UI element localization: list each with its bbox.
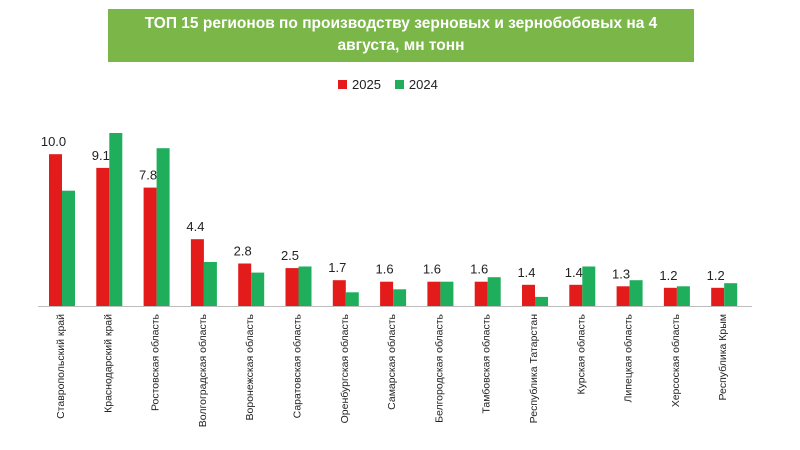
bar-2024-3 bbox=[203, 262, 217, 306]
bar-2024-13 bbox=[676, 286, 690, 306]
x-tick-label-1: Краснодарский край bbox=[102, 314, 114, 413]
bar-2024-0 bbox=[62, 190, 75, 306]
bar-2025-13 bbox=[663, 287, 677, 306]
x-tick-label-4: Воронежская область bbox=[244, 313, 256, 420]
value-label-2025-14: 1.2 bbox=[707, 268, 725, 283]
x-tick-label-2: Ростовская область bbox=[150, 313, 162, 411]
bar-2025-3 bbox=[190, 239, 204, 306]
legend-item-2025: 2025 bbox=[338, 77, 381, 92]
x-tick-label-0: Ставропольский край bbox=[55, 314, 67, 419]
bar-2024-2 bbox=[156, 148, 170, 306]
bar-2024-6 bbox=[345, 292, 359, 306]
value-label-2025-12: 1.3 bbox=[612, 266, 630, 281]
bar-2025-9 bbox=[474, 281, 488, 306]
value-label-2025-5: 2.5 bbox=[281, 248, 299, 263]
bar-2024-4 bbox=[251, 272, 265, 306]
bar-2025-5 bbox=[285, 268, 299, 306]
x-tick-label-11: Курская область bbox=[575, 313, 587, 394]
bar-2025-4 bbox=[238, 263, 252, 306]
legend-swatch-2024 bbox=[394, 79, 404, 89]
x-tick-label-10: Республика Татарстан bbox=[528, 314, 540, 424]
bar-2024-10 bbox=[535, 296, 548, 306]
bar-2024-8 bbox=[440, 281, 454, 306]
value-label-2025-11: 1.4 bbox=[565, 265, 583, 280]
bars-layer bbox=[49, 133, 738, 306]
value-label-2025-0: 10.0 bbox=[41, 134, 66, 149]
x-tick-label-5: Саратовская область bbox=[292, 313, 304, 418]
bar-2025-10 bbox=[522, 284, 535, 306]
bar-2025-14 bbox=[711, 287, 725, 306]
chart-title: ТОП 15 регионов по производству зерновых… bbox=[108, 9, 694, 62]
value-label-2025-1: 9.1 bbox=[92, 148, 110, 163]
bar-2025-0 bbox=[49, 154, 62, 306]
x-tick-label-9: Тамбовская область bbox=[481, 313, 493, 413]
bar-2025-8 bbox=[427, 281, 441, 306]
x-tick-label-14: Республика Крым bbox=[717, 314, 729, 401]
bar-2024-7 bbox=[393, 289, 407, 306]
bar-2025-6 bbox=[332, 280, 346, 306]
bar-2025-11 bbox=[569, 284, 583, 306]
x-tick-label-6: Оренбургская область bbox=[339, 313, 351, 423]
bar-2024-11 bbox=[582, 266, 596, 306]
value-labels-layer: 10.0 9.1 7.8 4.4 2.8 2.5 1.7 1.6 1.6 1.6 1.4 1.4 1.3… bbox=[41, 134, 725, 283]
x-tick-labels-layer: Ставропольский край Краснодарский край Рос… bbox=[55, 313, 729, 427]
legend-item-2024: 2024 bbox=[394, 76, 438, 92]
value-label-2025-9: 1.6 bbox=[470, 262, 488, 277]
x-tick-label-12: Липецкая область bbox=[623, 313, 635, 402]
x-tick-label-7: Самарская область bbox=[386, 313, 398, 409]
chart-legend: 2025 2024 bbox=[338, 76, 452, 92]
x-tick-label-13: Херсоская область bbox=[670, 313, 682, 407]
legend-label-2025: 2025 bbox=[352, 76, 381, 92]
value-label-2025-2: 7.8 bbox=[139, 168, 157, 183]
bar-2025-1 bbox=[96, 167, 110, 306]
value-label-2025-6: 1.7 bbox=[328, 260, 346, 275]
bar-2024-14 bbox=[724, 283, 738, 306]
value-label-2025-3: 4.4 bbox=[186, 219, 204, 234]
bar-2024-1 bbox=[109, 133, 123, 306]
value-label-2025-8: 1.6 bbox=[423, 262, 441, 277]
value-label-2025-10: 1.4 bbox=[517, 265, 535, 280]
bar-2024-12 bbox=[629, 280, 643, 306]
x-tick-label-8: Белгородская область bbox=[433, 313, 445, 422]
value-label-2025-13: 1.2 bbox=[659, 268, 677, 283]
bar-2025-7 bbox=[380, 281, 394, 306]
bar-2025-12 bbox=[616, 286, 630, 306]
legend-swatch-2025 bbox=[338, 79, 347, 89]
x-tick-label-3: Волгоградская область bbox=[197, 313, 209, 427]
bar-2025-2 bbox=[143, 187, 157, 306]
bar-2024-9 bbox=[487, 277, 501, 306]
value-label-2025-7: 1.6 bbox=[376, 262, 394, 277]
value-label-2025-4: 2.8 bbox=[234, 244, 252, 259]
bar-2024-5 bbox=[298, 266, 312, 306]
legend-label-2024: 2024 bbox=[408, 76, 438, 92]
